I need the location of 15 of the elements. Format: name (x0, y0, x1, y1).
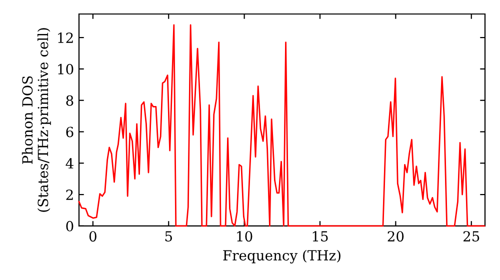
y-tick-label: 0 (66, 220, 74, 232)
y-tick-label: 8 (66, 95, 74, 106)
y-tick-label: 12 (58, 32, 73, 43)
x-axis-title: Frequency (THz) (223, 250, 340, 264)
y-tick-label: 2 (66, 190, 73, 200)
x-tick-label: 0 (89, 231, 96, 242)
y-axis-title: Phonon DOS (States/THz·primitive cell) (22, 28, 51, 212)
x-tick-label: 25 (463, 231, 480, 242)
x-tick-label: 10 (237, 231, 252, 242)
y-tick-label: 10 (58, 64, 74, 74)
x-tick-label: 20 (388, 231, 404, 242)
x-tick-label: 15 (312, 231, 328, 242)
y-tick-label: 6 (66, 126, 74, 138)
y-tick-label: 4 (66, 158, 74, 168)
x-tick-label: 5 (165, 231, 172, 242)
